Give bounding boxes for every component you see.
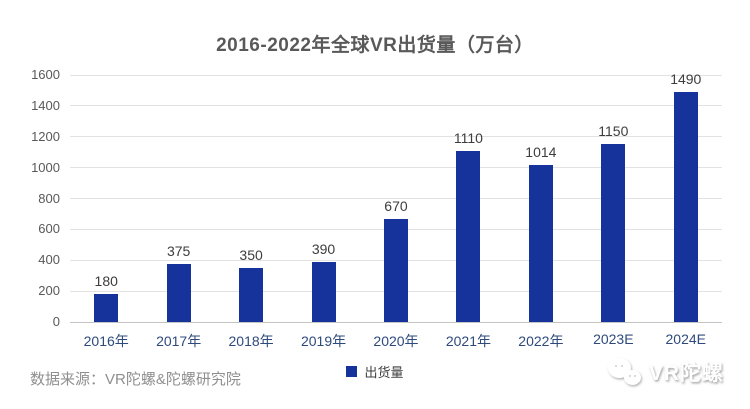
gridline xyxy=(70,74,722,76)
x-axis-label: 2018年 xyxy=(228,333,274,349)
chat-bubble-small xyxy=(623,370,641,385)
plot-area: 180 2016年 375 2017年 350 2018年 390 2019年 670 2020年… xyxy=(70,71,722,349)
x-axis-label: 2024E xyxy=(665,331,706,347)
bar xyxy=(166,264,191,322)
legend-label: 出货量 xyxy=(364,365,404,380)
y-tick-label: 1600 xyxy=(31,67,60,82)
x-axis-label: 2019年 xyxy=(300,333,347,349)
value-label: 180 xyxy=(94,273,118,290)
x-axis-label: 2022年 xyxy=(518,333,564,349)
y-tick-label: 1400 xyxy=(31,97,60,113)
y-tick-label: 800 xyxy=(38,190,60,206)
bar-slot: 1014 2022年 xyxy=(505,75,577,349)
bar xyxy=(673,91,698,322)
bar-slot: 350 2018年 xyxy=(215,75,287,349)
x-axis-label: 2020年 xyxy=(373,333,419,349)
value-label: 350 xyxy=(239,246,263,263)
bar xyxy=(239,267,264,322)
bar-slot: 180 2016年 xyxy=(70,75,142,349)
value-label: 375 xyxy=(166,243,191,260)
bar-slot: 1110 2021年 xyxy=(432,75,504,349)
y-tick-label: 400 xyxy=(38,252,60,268)
bar xyxy=(311,261,336,322)
legend: 出货量 xyxy=(0,362,750,381)
bar xyxy=(456,150,481,322)
gridline xyxy=(70,167,722,169)
x-axis-label: 2023E xyxy=(593,331,634,347)
gridline xyxy=(70,105,722,107)
y-tick-label: 1200 xyxy=(31,128,60,144)
value-label: 1150 xyxy=(598,123,629,140)
bar xyxy=(383,218,408,322)
chat-bubbles-icon xyxy=(607,356,643,388)
watermark: VR陀螺 xyxy=(607,356,724,388)
data-source-note: 数据来源：VR陀螺&陀螺研究院 xyxy=(30,371,241,388)
y-tick-label: 600 xyxy=(38,221,60,237)
value-label: 390 xyxy=(311,240,336,257)
bar-slot: 1490 2024E xyxy=(650,71,722,347)
bar-slot: 1150 2023E xyxy=(577,75,649,347)
y-tick-label: 0 xyxy=(52,314,60,329)
value-label: 1490 xyxy=(670,70,702,87)
value-label: 1110 xyxy=(453,129,483,146)
bar-slot: 375 2017年 xyxy=(142,75,214,349)
bar xyxy=(601,144,626,322)
legend-swatch xyxy=(346,366,358,377)
chart-title: 2016-2022年全球VR出货量（万台） xyxy=(216,35,534,56)
x-axis-label: 2016年 xyxy=(83,333,129,349)
value-label: 1014 xyxy=(525,144,557,161)
bar xyxy=(528,165,553,322)
bar xyxy=(94,294,119,322)
gridline xyxy=(70,136,722,138)
x-axis-label: 2017年 xyxy=(156,333,202,349)
x-axis-label: 2021年 xyxy=(445,333,492,349)
y-tick-label: 1000 xyxy=(31,159,60,175)
bar-slot: 670 2020年 xyxy=(360,75,432,349)
x-axis-line xyxy=(70,321,722,323)
bar-slot: 390 2019年 xyxy=(287,75,359,349)
value-label: 670 xyxy=(384,197,408,214)
watermark-text: VR陀螺 xyxy=(648,362,724,385)
y-tick-label: 200 xyxy=(38,283,60,299)
gridline xyxy=(70,198,722,199)
